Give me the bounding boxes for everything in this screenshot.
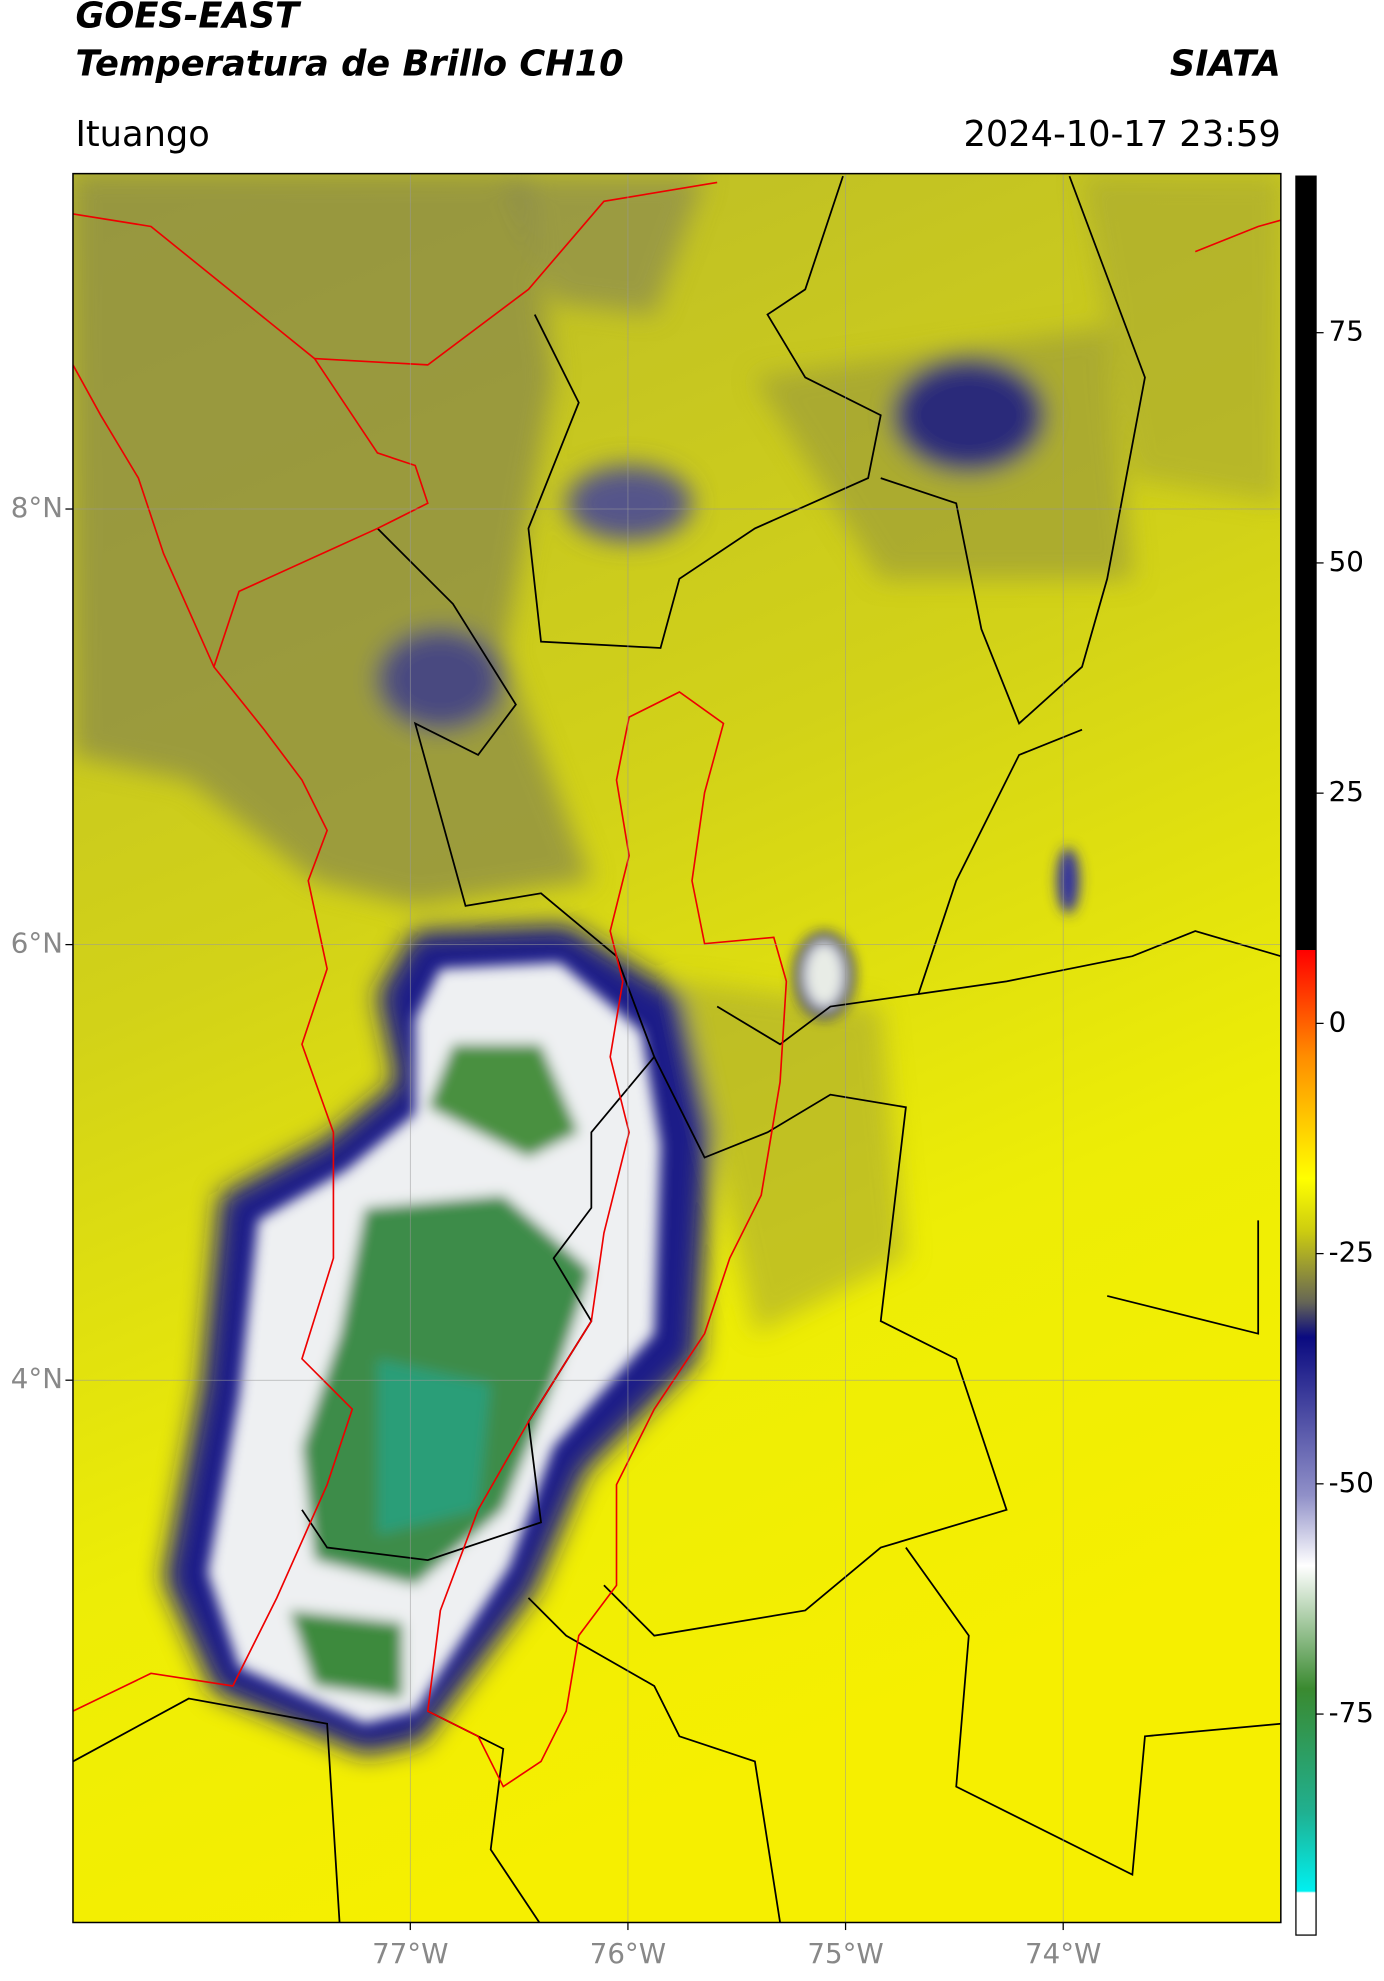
map-imagery bbox=[72, 173, 1281, 1923]
lat-label: 4°N bbox=[11, 1362, 63, 1395]
coastline bbox=[72, 181, 1281, 1788]
source: SIATA bbox=[1170, 43, 1281, 84]
region: Ituango bbox=[75, 114, 209, 155]
colorbar-label: 25 bbox=[1329, 775, 1364, 808]
lon-label: 74°W bbox=[1025, 1937, 1101, 1970]
gridlines bbox=[72, 173, 1281, 1923]
colorbar-label: -75 bbox=[1329, 1696, 1374, 1729]
colorbar-label: 0 bbox=[1329, 1005, 1347, 1038]
title: Temperatura de Brillo CH10 bbox=[75, 43, 623, 84]
colorbar bbox=[1295, 175, 1317, 1936]
lat-label: 8°N bbox=[11, 491, 63, 524]
colorbar-label: -50 bbox=[1329, 1466, 1374, 1499]
colorbar-label: -25 bbox=[1329, 1236, 1374, 1269]
timestamp: 2024-10-17 23:59 bbox=[963, 114, 1280, 155]
title: GOES-EAST bbox=[75, 0, 302, 37]
lon-label: 76°W bbox=[590, 1937, 666, 1970]
map-frame bbox=[72, 172, 1282, 1924]
borders bbox=[72, 175, 1281, 1923]
colorbar-label: 75 bbox=[1329, 315, 1364, 348]
colorbar-label: 50 bbox=[1329, 545, 1364, 578]
lon-label: 77°W bbox=[372, 1937, 448, 1970]
lon-label: 75°W bbox=[807, 1937, 883, 1970]
lat-label: 6°N bbox=[11, 927, 63, 960]
storm-core bbox=[207, 848, 1080, 1724]
